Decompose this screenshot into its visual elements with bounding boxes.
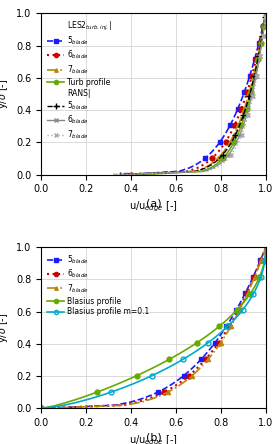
Legend: 5$_{blade}$, 6$_{blade}$, 7$_{blade}$, Blasius profile, Blasius profile m=0.1: 5$_{blade}$, 6$_{blade}$, 7$_{blade}$, B… bbox=[45, 251, 152, 319]
Text: (a): (a) bbox=[145, 199, 161, 209]
Text: (b): (b) bbox=[145, 433, 161, 443]
Y-axis label: y/$\delta$ [-]: y/$\delta$ [-] bbox=[0, 79, 10, 109]
X-axis label: u/u$_{edge}$ [-]: u/u$_{edge}$ [-] bbox=[129, 200, 178, 214]
Y-axis label: y/$\delta$ [-]: y/$\delta$ [-] bbox=[0, 313, 10, 343]
Legend: LES2$_{turb.inj.}$|, 5$_{blade}$, 6$_{blade}$, 7$_{blade}$, Turb profile, RANS|,: LES2$_{turb.inj.}$|, 5$_{blade}$, 6$_{bl… bbox=[45, 17, 115, 143]
X-axis label: u/u$_{edge}$ [-]: u/u$_{edge}$ [-] bbox=[129, 434, 178, 444]
